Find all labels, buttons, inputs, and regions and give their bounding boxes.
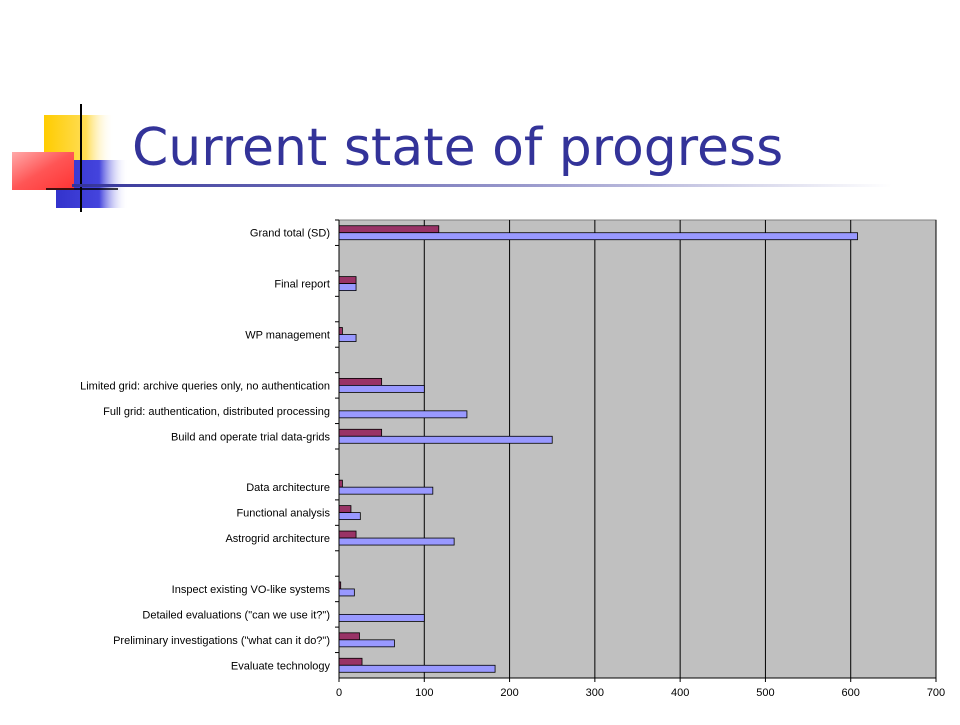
bar-actual	[338, 479, 343, 488]
bar-planned	[338, 410, 468, 419]
progress-chart: Grand total (SD) Final report WP managemen…	[0, 210, 960, 720]
page-title: Current state of progress	[132, 118, 784, 178]
axes	[335, 219, 937, 682]
bar-planned	[338, 639, 395, 648]
bar-planned	[338, 435, 553, 444]
bar-planned	[338, 537, 455, 546]
bar-planned	[338, 384, 425, 393]
x-tick-label: 0	[336, 687, 342, 699]
bar-planned	[338, 613, 425, 622]
bar-actual	[338, 276, 357, 285]
bar-planned	[338, 588, 355, 597]
category-labels: Grand total (SD) Final report WP managemen…	[80, 228, 330, 673]
plot-background	[338, 219, 937, 679]
x-tick-label: 500	[756, 687, 774, 699]
category-label: Data architecture	[246, 482, 330, 494]
category-label: Limited grid: archive queries only, no a…	[80, 380, 330, 392]
category-label: Functional analysis	[236, 508, 330, 520]
bar-actual	[338, 327, 343, 335]
bar-actual	[338, 530, 357, 539]
x-tick-label: 400	[671, 687, 689, 699]
bar-actual	[338, 657, 363, 666]
category-label: Astrogrid architecture	[225, 533, 330, 545]
bar-planned	[338, 512, 361, 521]
category-label: WP management	[245, 330, 330, 342]
x-tick-label: 600	[842, 687, 860, 699]
red-square-shape	[12, 152, 74, 190]
bars	[338, 225, 858, 673]
category-label: Preliminary investigations ("what can it…	[113, 635, 330, 647]
gridlines	[423, 220, 937, 678]
bar-planned	[338, 664, 496, 673]
bar-planned	[338, 334, 357, 342]
bar-planned	[338, 486, 434, 495]
bar-planned	[338, 283, 357, 292]
category-label: Inspect existing VO-like systems	[172, 584, 331, 596]
category-label: Detailed evaluations ("can we use it?")	[142, 609, 330, 621]
bar-planned	[338, 232, 858, 241]
x-tick-label: 700	[927, 687, 945, 699]
title-underline	[72, 184, 892, 187]
bar-actual	[338, 225, 440, 234]
category-label: Full grid: authentication, distributed p…	[103, 406, 330, 418]
bar-actual	[338, 377, 383, 386]
slide-decoration	[12, 104, 892, 212]
category-label: Final report	[274, 279, 330, 291]
x-tick-label: 300	[586, 687, 604, 699]
x-tick-label: 100	[415, 687, 433, 699]
category-label: Grand total (SD)	[250, 228, 330, 240]
bar-actual	[338, 428, 383, 437]
x-tick-labels: 0 100 200 300 400 500 600 700	[336, 687, 945, 699]
bar-chart-svg: Grand total (SD) Final report WP managemen…	[80, 219, 945, 699]
category-label: Build and operate trial data-grids	[171, 431, 330, 443]
bar-actual	[338, 632, 360, 641]
bar-actual	[338, 505, 352, 514]
x-tick-label: 200	[500, 687, 518, 699]
category-label: Evaluate technology	[231, 660, 331, 672]
